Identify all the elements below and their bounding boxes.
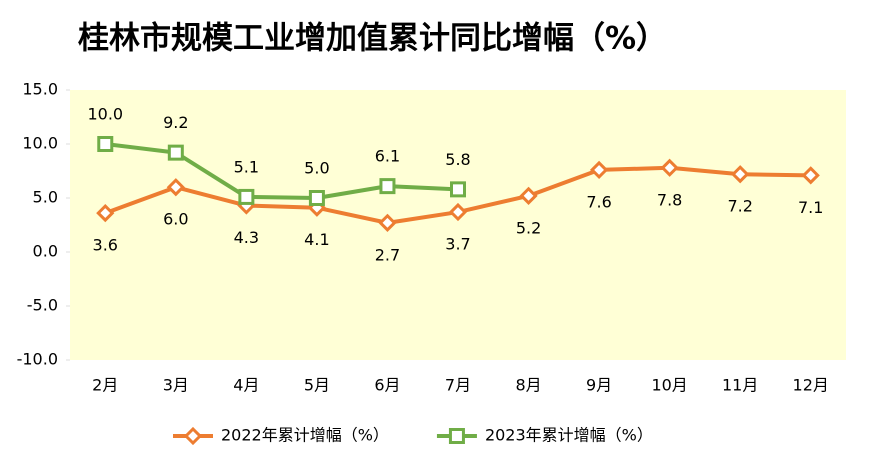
x-tick-label: 8月 — [515, 376, 541, 395]
data-point — [379, 178, 396, 195]
data-label: 7.1 — [798, 198, 823, 217]
data-label: 10.0 — [87, 105, 123, 124]
data-point — [450, 181, 466, 198]
x-tick-label: 6月 — [374, 376, 400, 395]
y-tick-label: 5.0 — [33, 188, 58, 207]
data-label: 9.2 — [163, 113, 188, 132]
data-point — [448, 202, 468, 222]
legend-marker — [183, 426, 203, 446]
x-tick-label: 9月 — [586, 376, 612, 395]
x-tick-label: 12月 — [793, 376, 829, 395]
data-point — [97, 136, 114, 152]
data-point — [589, 160, 609, 180]
legend-label: 2023年累计增幅（%） — [485, 426, 653, 445]
data-label: 6.1 — [375, 147, 400, 166]
chart-title: 桂林市规模工业增加值累计同比增幅（%） — [78, 21, 667, 57]
y-tick-label: 15.0 — [22, 80, 58, 99]
x-tick-label: 4月 — [233, 376, 259, 395]
data-label: 3.6 — [93, 236, 118, 255]
x-tick-label: 7月 — [445, 376, 471, 395]
data-point — [166, 178, 185, 197]
data-label: 3.7 — [445, 235, 470, 254]
x-tick-label: 5月 — [304, 376, 330, 395]
data-label: 5.0 — [304, 159, 329, 178]
y-tick-label: 0.0 — [33, 242, 58, 261]
data-point — [238, 188, 255, 205]
plot-area — [70, 90, 846, 360]
data-point — [378, 213, 397, 232]
x-tick-label: 10月 — [651, 376, 687, 395]
x-tick-label: 3月 — [163, 376, 189, 395]
data-point — [167, 144, 184, 161]
data-label: 7.2 — [727, 197, 752, 216]
data-point — [96, 203, 115, 223]
data-point — [801, 166, 820, 185]
data-label: 7.6 — [586, 192, 611, 211]
data-point — [731, 165, 750, 184]
data-label: 5.8 — [445, 150, 470, 169]
y-tick-label: 10.0 — [22, 134, 58, 153]
x-tick-label: 2月 — [92, 376, 118, 395]
data-point — [519, 186, 538, 205]
series-line — [105, 142, 459, 200]
x-tick-label: 11月 — [722, 376, 758, 395]
data-label: 5.1 — [234, 157, 259, 176]
data-label: 6.0 — [163, 210, 188, 229]
data-point — [660, 158, 679, 177]
legend-marker — [448, 428, 465, 444]
data-label: 2.7 — [375, 245, 400, 264]
y-tick-label: -5.0 — [27, 296, 58, 315]
data-label: 4.1 — [304, 230, 329, 249]
y-tick-label: -10.0 — [17, 350, 58, 369]
data-point — [308, 190, 325, 206]
legend-label: 2022年累计增幅（%） — [221, 426, 389, 445]
data-label: 7.8 — [657, 190, 682, 209]
data-label: 4.3 — [234, 228, 259, 247]
data-label: 5.2 — [516, 218, 541, 237]
